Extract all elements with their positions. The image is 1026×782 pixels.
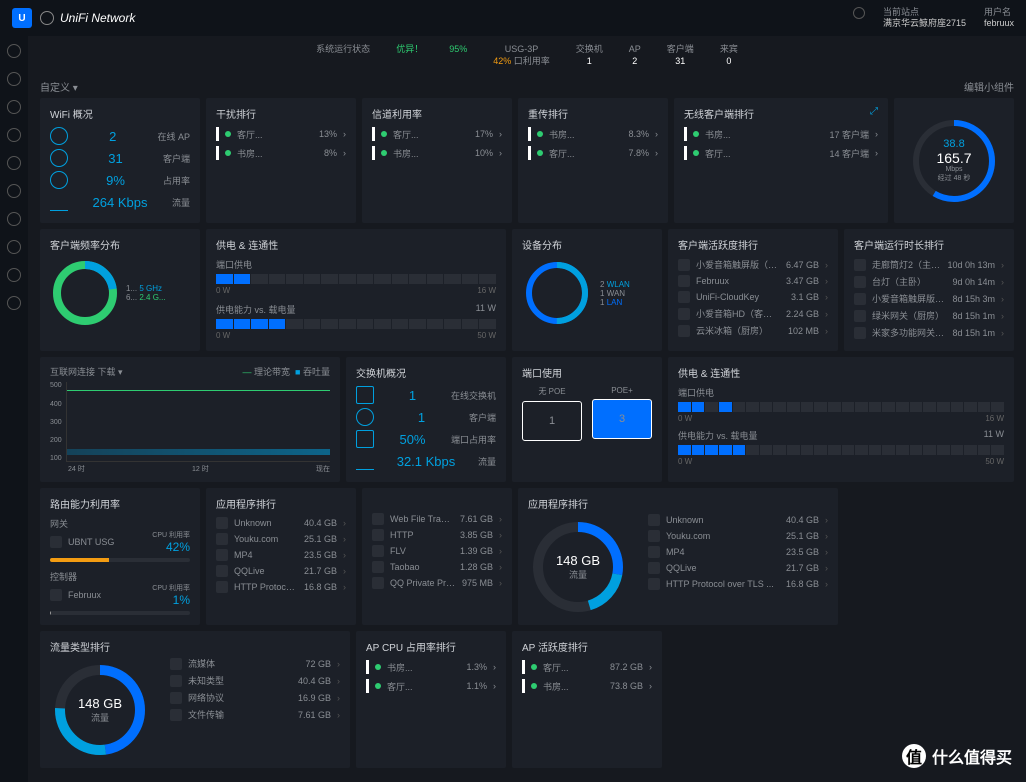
health-status: 优异！ [396,44,423,56]
list-item[interactable]: Februux3.47 GB› [678,275,828,287]
list-item[interactable]: HTTP Protocol over TLS ...16.8 GB› [648,578,828,590]
power-panel: 供电 & 连通性 端口供电 0 W16 W 供电能力 vs. 载电量11 W 0… [206,229,506,351]
nav-map-icon[interactable] [7,100,21,114]
network-icon [40,11,54,25]
list-item[interactable]: 小爱音箱HD（客厅）2.24 GB› [678,307,828,320]
list-item[interactable]: Unknown40.4 GB› [216,517,346,529]
list-item[interactable]: 未知类型40.4 GB› [170,674,340,687]
channel-panel: 信道利用率 客厅...17%› 书房...10%› [362,98,512,223]
device-dist-panel: 设备分布 2 WLAN 1 WAN 1 LAN [512,229,662,351]
apps3-panel: 应用程序排行 148 GB流量 Unknown40.4 GB›Youku.com… [518,488,838,625]
list-item[interactable]: QQ Private Protocol975 MB› [372,577,502,589]
list-item[interactable]: 米家多功能网关（主...8d 15h 1m› [854,326,1004,339]
power2-panel: 供电 & 连通性 端口供电 0 W16 W 供电能力 vs. 载电量11 W 0… [668,357,1014,482]
list-item[interactable]: MP423.5 GB› [648,546,828,558]
sidebar [0,36,28,782]
nav-stats-icon[interactable] [7,72,21,86]
port-icon [356,430,374,448]
switch-icon [356,386,374,404]
traffic-icon [50,193,68,211]
refresh-icon[interactable] [853,7,865,19]
usage-icon [50,171,68,189]
switch-panel: 交换机概况 1在线交换机 1客户端 50%端口占用率 32.1 Kbps流量 [346,357,506,482]
nav-events-icon[interactable] [7,240,21,254]
list-item[interactable]: 小爱音箱触屏版（书...6.47 GB› [678,258,828,271]
freq-panel: 客户端频率分布 1... 5 GHz 6... 2.4 G... [40,229,200,351]
wireless-clients-panel: 无线客户端排行⤢ 书房...17 客户端› 客厅...14 客户端› [674,98,888,223]
list-item[interactable]: QQLive21.7 GB› [216,565,346,577]
nav-dashboard-icon[interactable] [7,44,21,58]
customize-dropdown[interactable]: 自定义 ▾ [40,79,78,94]
apcpu-panel: AP CPU 占用率排行 书房...1.3%› 客厅...1.1%› [356,631,506,768]
internet-dropdown[interactable]: 互联网连接 下载 ▾ [50,365,123,378]
ap-icon [50,127,68,145]
list-item[interactable]: MP423.5 GB› [216,549,346,561]
user-menu[interactable]: 用户名februux [984,7,1014,29]
watermark: 值什么值得买 [902,744,1012,768]
traffic-type-panel: 流量类型排行 148 GB流量 流媒体72 GB›未知类型40.4 GB›网络协… [40,631,350,768]
brand: UniFi Network [60,11,135,25]
poe-plus[interactable]: 3 [592,399,652,439]
routing-panel: 路由能力利用率 网关 UBNT USGCPU 利用率42% 控制器 Februu… [40,488,200,625]
list-item[interactable]: Youku.com25.1 GB› [648,530,828,542]
nav-gear-icon[interactable] [7,296,21,310]
list-item[interactable]: UniFi-CloudKey3.1 GB› [678,291,828,303]
traffic-icon [356,452,374,470]
apps2-panel: Web File Transfer7.61 GB› HTTP3.85 GB› FLV… [362,488,512,625]
list-item[interactable]: Youku.com25.1 GB› [216,533,346,545]
list-item[interactable]: 走廊筒灯2（主廊）10d 0h 13m› [854,258,1004,271]
internet-panel: 互联网连接 下载 ▾ — 理论带宽 ■ 吞吐量 500400300200100 … [40,357,340,482]
wifi-overview-panel: WiFi 概况 2在线 AP 31客户端 9%占用率 264 Kbps流量 [40,98,200,223]
list-item[interactable]: Taobao1.28 GB› [372,561,502,573]
list-item[interactable]: 云米冰箱（厨房）102 MB› [678,324,828,337]
client-icon [356,408,374,426]
nav-alerts-icon[interactable] [7,268,21,282]
list-item[interactable]: 流媒体72 GB› [170,657,340,670]
list-item[interactable]: Web File Transfer7.61 GB› [372,513,502,525]
edit-widgets[interactable]: 编辑小组件 [964,79,1014,94]
client-icon [50,149,68,167]
expand-icon[interactable]: ⤢ [870,106,878,121]
poe-none[interactable]: 1 [522,401,582,441]
apact-panel: AP 活跃度排行 客厅...87.2 GB› 书房...73.8 GB› [512,631,662,768]
list-item[interactable]: 文件传输7.61 GB› [170,708,340,721]
nav-insights-icon[interactable] [7,184,21,198]
interference-panel: 干扰排行 客厅...13%› 书房...8%› [206,98,356,223]
list-item[interactable]: Unknown40.4 GB› [648,514,828,526]
list-item[interactable]: FLV1.39 GB› [372,545,502,557]
logo-icon[interactable]: U [12,8,32,28]
port-usage-panel: 端口使用 无 POE1 POE+3 [512,357,662,482]
list-item[interactable]: 网络协议16.9 GB› [170,691,340,704]
nav-devices-icon[interactable] [7,128,21,142]
list-item[interactable]: QQLive21.7 GB› [648,562,828,574]
list-item[interactable]: 小爱音箱触屏版（主...8d 15h 3m› [854,292,1004,305]
client-uptime-panel: 客户端运行时长排行 走廊筒灯2（主廊）10d 0h 13m›台灯（主卧）9d 0… [844,229,1014,351]
site-selector[interactable]: 当前站点满京华云鲸府座2715 [883,7,966,29]
client-traffic-panel: 客户端活跃度排行 小爱音箱触屏版（书...6.47 GB›Februux3.47… [668,229,838,351]
topbar: U UniFi Network 当前站点满京华云鲸府座2715 用户名febru… [0,0,1026,36]
list-item[interactable]: HTTP3.85 GB› [372,529,502,541]
list-item[interactable]: 绿米网关（厨房）8d 15h 1m› [854,309,1004,322]
speedtest-panel: 38.8165.7Mbps经过 48 秒 [894,98,1014,223]
list-item[interactable]: 台灯（主卧）9d 0h 14m› [854,275,1004,288]
list-item[interactable]: HTTP Protocol over TLS ...16.8 GB› [216,581,346,593]
apps1-panel: 应用程序排行 Unknown40.4 GB›Youku.com25.1 GB›M… [206,488,356,625]
nav-clients-icon[interactable] [7,156,21,170]
statusbar: 系统运行状态 优异！ 95% USG-3P42% 口利用率 交换机1 AP2 客… [40,42,1014,75]
retry-panel: 重传排行 书房...8.3%› 客厅...7.8%› [518,98,668,223]
nav-settings-icon[interactable] [7,212,21,226]
